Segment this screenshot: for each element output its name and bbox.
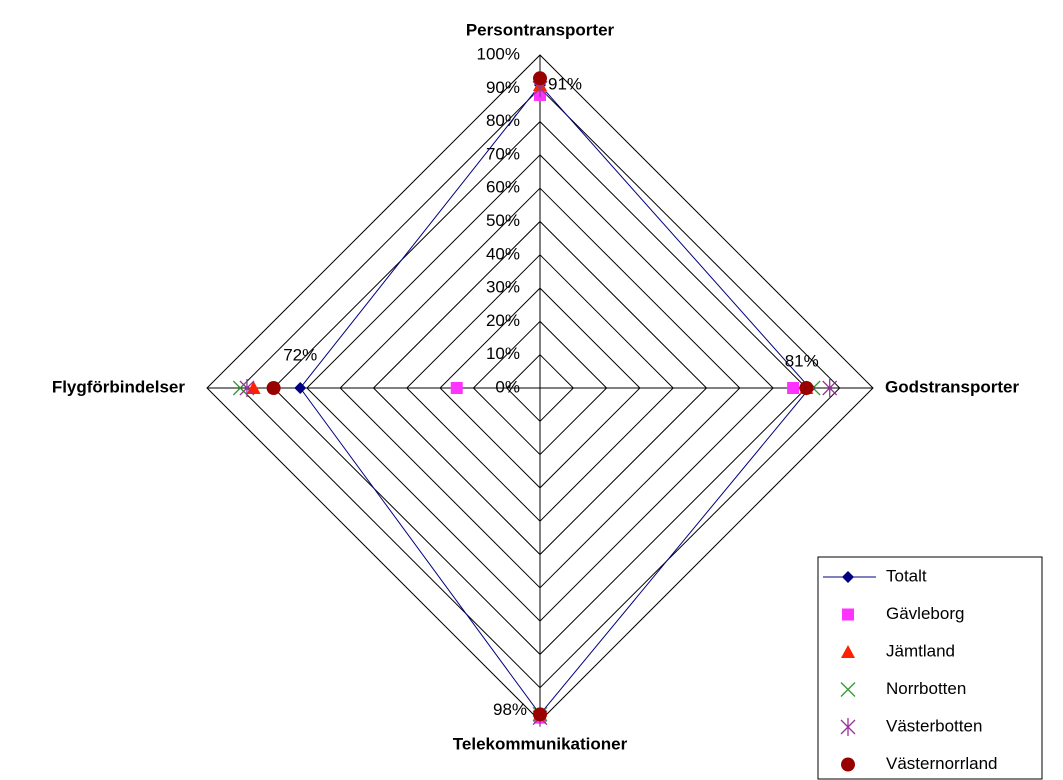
category-label: Godstransporter [885,377,1020,396]
r-tick-label: 80% [486,111,520,130]
legend-marker [842,608,854,621]
data-point [239,379,255,397]
r-tick-label: 50% [486,211,520,230]
data-point [533,71,547,86]
category-label: Telekommunikationer [453,734,628,753]
data-label: 98% [493,700,527,719]
legend-label: Västerbotten [886,716,982,735]
data-point [450,382,463,394]
data-point [232,380,248,396]
legend-marker [841,645,855,658]
category-label: Persontransporter [466,20,615,39]
legend-label: Gävleborg [886,604,964,623]
legend-label: Totalt [886,566,927,585]
legend-label: Jämtland [886,641,955,660]
r-tick-label: 70% [486,144,520,163]
r-tick-label: 100% [477,44,520,63]
data-point [787,382,800,394]
legend-label: Norrbotten [886,679,966,698]
r-tick-label: 20% [486,311,520,330]
legend-marker [842,571,854,583]
data-point [294,382,307,394]
r-tick-label: 30% [486,278,520,297]
r-tick-label: 60% [486,178,520,197]
data-label: 72% [283,345,317,364]
data-point [822,379,838,397]
data-point [799,381,814,395]
data-label: 91% [548,74,582,93]
data-label: 81% [785,351,819,370]
data-point [533,707,547,722]
data-point [266,381,281,395]
legend-marker [840,682,856,697]
legend-label: Västernorrland [886,754,998,773]
r-tick-label: 40% [486,244,520,263]
r-tick-label: 90% [486,78,520,97]
category-label: Flygförbindelser [52,377,186,396]
legend-marker [840,718,856,736]
series-line [299,84,811,716]
legend-marker [841,757,855,772]
legend-box [817,556,1043,780]
r-tick-label: 10% [486,344,520,363]
